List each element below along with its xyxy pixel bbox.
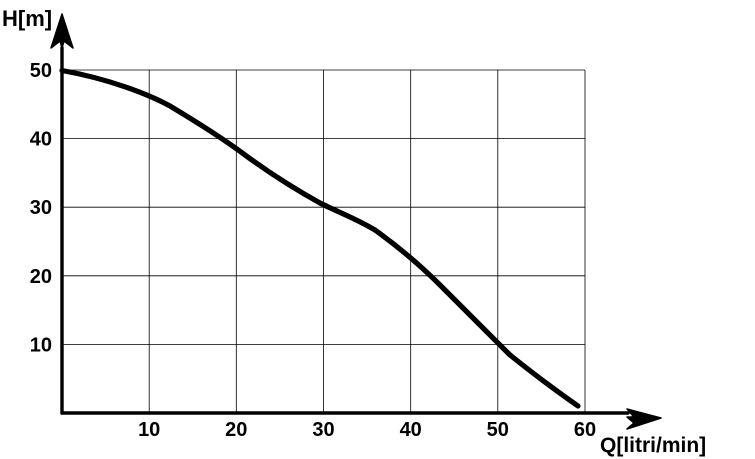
svg-text:Q[litri/min]: Q[litri/min] (600, 434, 706, 457)
svg-text:10: 10 (30, 334, 52, 356)
svg-text:30: 30 (312, 419, 334, 441)
svg-text:20: 20 (225, 419, 247, 441)
svg-text:20: 20 (30, 266, 52, 288)
svg-text:10: 10 (138, 419, 160, 441)
svg-text:H[m]: H[m] (2, 6, 52, 31)
svg-text:30: 30 (30, 197, 52, 219)
svg-text:50: 50 (30, 60, 52, 82)
svg-text:40: 40 (400, 419, 422, 441)
svg-text:50: 50 (487, 419, 509, 441)
svg-text:40: 40 (30, 129, 52, 151)
svg-text:60: 60 (574, 419, 596, 441)
